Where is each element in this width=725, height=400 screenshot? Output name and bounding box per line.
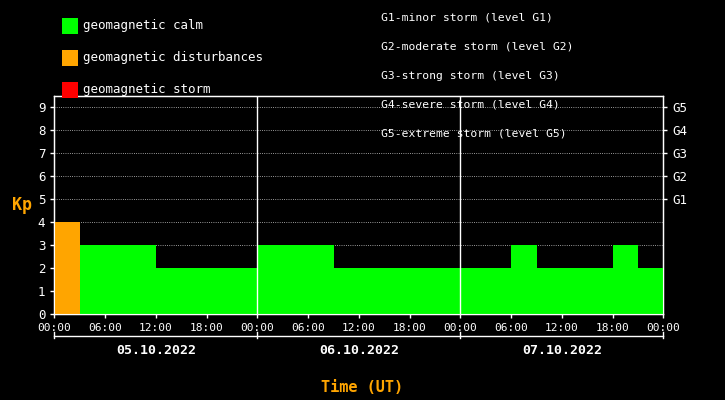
Text: 05.10.2022: 05.10.2022 bbox=[116, 344, 196, 356]
Text: Kp: Kp bbox=[12, 196, 32, 214]
Bar bbox=[80, 245, 105, 314]
Bar bbox=[613, 245, 638, 314]
Bar bbox=[54, 222, 80, 314]
Bar bbox=[410, 268, 435, 314]
Bar bbox=[334, 268, 359, 314]
Bar bbox=[156, 268, 181, 314]
Bar bbox=[130, 245, 156, 314]
Text: G2-moderate storm (level G2): G2-moderate storm (level G2) bbox=[381, 42, 573, 52]
Bar bbox=[283, 245, 308, 314]
Bar bbox=[207, 268, 232, 314]
Text: geomagnetic storm: geomagnetic storm bbox=[83, 84, 211, 96]
Bar bbox=[460, 268, 486, 314]
Bar bbox=[435, 268, 460, 314]
Bar bbox=[638, 268, 663, 314]
Bar bbox=[511, 245, 536, 314]
Text: Time (UT): Time (UT) bbox=[321, 380, 404, 396]
Bar bbox=[257, 245, 283, 314]
Bar bbox=[486, 268, 511, 314]
Bar bbox=[562, 268, 587, 314]
Text: 07.10.2022: 07.10.2022 bbox=[522, 344, 602, 356]
Text: 06.10.2022: 06.10.2022 bbox=[319, 344, 399, 356]
Text: geomagnetic calm: geomagnetic calm bbox=[83, 20, 204, 32]
Bar bbox=[384, 268, 410, 314]
Text: geomagnetic disturbances: geomagnetic disturbances bbox=[83, 52, 263, 64]
Bar bbox=[105, 245, 130, 314]
Bar bbox=[359, 268, 384, 314]
Text: G3-strong storm (level G3): G3-strong storm (level G3) bbox=[381, 70, 560, 81]
Bar bbox=[587, 268, 613, 314]
Bar bbox=[232, 268, 257, 314]
Text: G4-severe storm (level G4): G4-severe storm (level G4) bbox=[381, 99, 560, 109]
Text: G5-extreme storm (level G5): G5-extreme storm (level G5) bbox=[381, 128, 566, 138]
Bar bbox=[308, 245, 334, 314]
Bar bbox=[536, 268, 562, 314]
Bar bbox=[181, 268, 207, 314]
Text: G1-minor storm (level G1): G1-minor storm (level G1) bbox=[381, 13, 552, 23]
